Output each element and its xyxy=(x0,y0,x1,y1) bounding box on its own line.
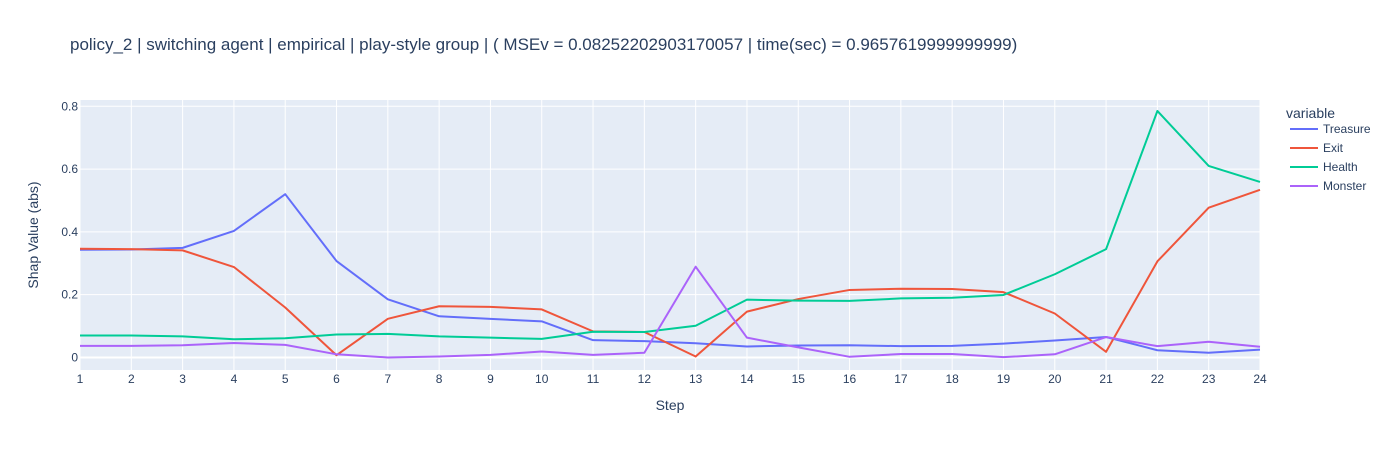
legend-item-health[interactable]: Health xyxy=(1290,160,1358,174)
x-tick-label: 13 xyxy=(689,372,703,386)
x-tick-label: 23 xyxy=(1202,372,1216,386)
x-tick-label: 19 xyxy=(997,372,1011,386)
x-tick-label: 7 xyxy=(384,372,391,386)
x-axis-ticks: 1 2 3 4 5 6 7 8 9 10 11 12 13 14 15 16 17 18 19 20 21 22 23 24 xyxy=(77,372,1267,386)
series-line-health[interactable] xyxy=(80,109,1261,341)
legend-label: Treasure xyxy=(1323,122,1371,136)
x-tick-label: 6 xyxy=(333,372,340,386)
x-tick-label: 8 xyxy=(436,372,443,386)
x-tick-label: 4 xyxy=(231,372,238,386)
y-tick-label: 0.8 xyxy=(61,99,78,113)
series-lines xyxy=(79,109,1261,359)
legend-items[interactable]: Treasure Exit Health Monster xyxy=(1290,122,1371,193)
legend-title: variable xyxy=(1286,105,1335,121)
x-tick-label: 5 xyxy=(282,372,289,386)
y-tick-label: 0 xyxy=(71,350,78,364)
x-tick-label: 21 xyxy=(1099,372,1113,386)
legend-item-exit[interactable]: Exit xyxy=(1290,141,1344,155)
legend-label: Exit xyxy=(1323,141,1344,155)
y-tick-label: 0.4 xyxy=(61,225,78,239)
x-axis-label: Step xyxy=(656,397,685,413)
x-tick-label: 12 xyxy=(638,372,652,386)
legend[interactable]: variable Treasure Exit Health Monster xyxy=(1286,105,1371,193)
plot-area xyxy=(80,100,1260,370)
x-tick-label: 14 xyxy=(740,372,754,386)
x-tick-label: 15 xyxy=(792,372,806,386)
x-tick-label: 9 xyxy=(487,372,494,386)
x-tick-label: 3 xyxy=(179,372,186,386)
x-tick-label: 10 xyxy=(535,372,549,386)
x-tick-label: 11 xyxy=(587,372,600,386)
legend-item-treasure[interactable]: Treasure xyxy=(1290,122,1371,136)
chart-title: policy_2 | switching agent | empirical |… xyxy=(70,35,1017,54)
series-line-monster[interactable] xyxy=(80,265,1261,359)
x-tick-label: 24 xyxy=(1253,372,1267,386)
x-tick-label: 18 xyxy=(945,372,959,386)
y-axis-ticks: 0 0.2 0.4 0.6 0.8 xyxy=(61,99,78,364)
series-line-treasure[interactable] xyxy=(79,193,1261,354)
x-tick-label: 17 xyxy=(894,372,908,386)
y-tick-label: 0.2 xyxy=(61,288,78,302)
y-tick-label: 0.6 xyxy=(61,162,78,176)
series-line-exit[interactable] xyxy=(79,188,1261,358)
grid-lines xyxy=(79,100,1261,370)
x-tick-label: 16 xyxy=(843,372,857,386)
y-axis-label: Shap Value (abs) xyxy=(25,181,41,288)
x-tick-label: 1 xyxy=(77,372,84,386)
legend-item-monster[interactable]: Monster xyxy=(1290,179,1366,193)
x-tick-label: 2 xyxy=(128,372,135,386)
legend-label: Monster xyxy=(1323,179,1366,193)
x-tick-label: 22 xyxy=(1151,372,1165,386)
x-tick-label: 20 xyxy=(1048,372,1062,386)
legend-label: Health xyxy=(1323,160,1358,174)
